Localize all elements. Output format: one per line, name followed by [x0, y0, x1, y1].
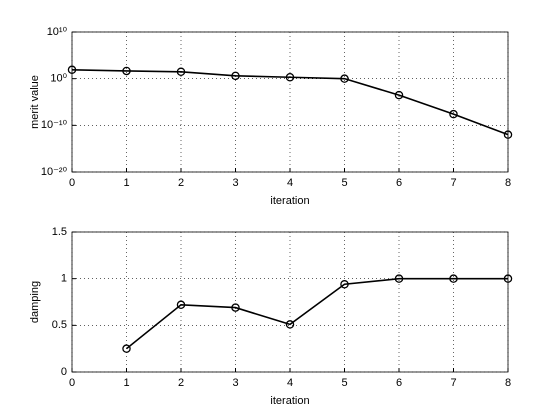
axes-box — [71, 31, 509, 173]
axes-box — [71, 231, 509, 373]
x-tick-label: 7 — [450, 177, 456, 189]
y-axis-label: merit value — [29, 75, 41, 129]
y-tick-label: 10⁻²⁰ — [41, 166, 68, 178]
marker — [503, 130, 513, 139]
x-tick-label: 0 — [69, 177, 75, 189]
marker — [285, 320, 295, 329]
x-tick-label: 1 — [123, 377, 129, 389]
marker — [340, 74, 349, 83]
series-line — [71, 68, 509, 136]
y-tick-label: 10⁰ — [50, 73, 67, 85]
y-tick-label: 0 — [61, 366, 67, 378]
marker — [449, 274, 458, 283]
marker — [340, 280, 349, 289]
y-axis-label: damping — [29, 281, 41, 323]
x-tick-label: 3 — [232, 177, 238, 189]
marker — [394, 90, 404, 100]
y-tick-label: 1 — [61, 273, 67, 285]
x-tick-label: 6 — [396, 377, 402, 389]
x-tick-label: 3 — [232, 377, 238, 389]
y-tick-label: 10¹⁰ — [47, 26, 68, 38]
y-tick-label: 10⁻¹⁰ — [41, 119, 68, 131]
marker — [449, 109, 458, 119]
marker — [231, 71, 240, 81]
marker — [285, 73, 295, 82]
marker — [67, 65, 77, 75]
x-tick-label: 2 — [178, 377, 184, 389]
marker — [122, 344, 131, 353]
series-line — [125, 277, 508, 350]
x-tick-label: 7 — [450, 377, 456, 389]
x-tick-label: 4 — [287, 377, 293, 389]
marker — [503, 274, 513, 283]
marker — [176, 300, 186, 310]
marker — [231, 303, 240, 312]
x-axis-label: iteration — [270, 395, 309, 407]
y-tick-label: 0.5 — [52, 319, 67, 331]
marker — [394, 274, 404, 283]
x-axis-label: iteration — [270, 195, 309, 207]
y-tick-label: 1.5 — [52, 226, 67, 238]
x-tick-label: 5 — [341, 377, 347, 389]
x-tick-label: 8 — [505, 177, 511, 189]
marker — [176, 67, 186, 77]
x-tick-label: 2 — [178, 177, 184, 189]
marker — [122, 66, 131, 76]
x-tick-label: 6 — [396, 177, 402, 189]
x-tick-label: 0 — [69, 377, 75, 389]
x-tick-label: 5 — [341, 177, 347, 189]
x-tick-label: 4 — [287, 177, 293, 189]
x-tick-label: 8 — [505, 377, 511, 389]
x-tick-label: 1 — [123, 177, 129, 189]
